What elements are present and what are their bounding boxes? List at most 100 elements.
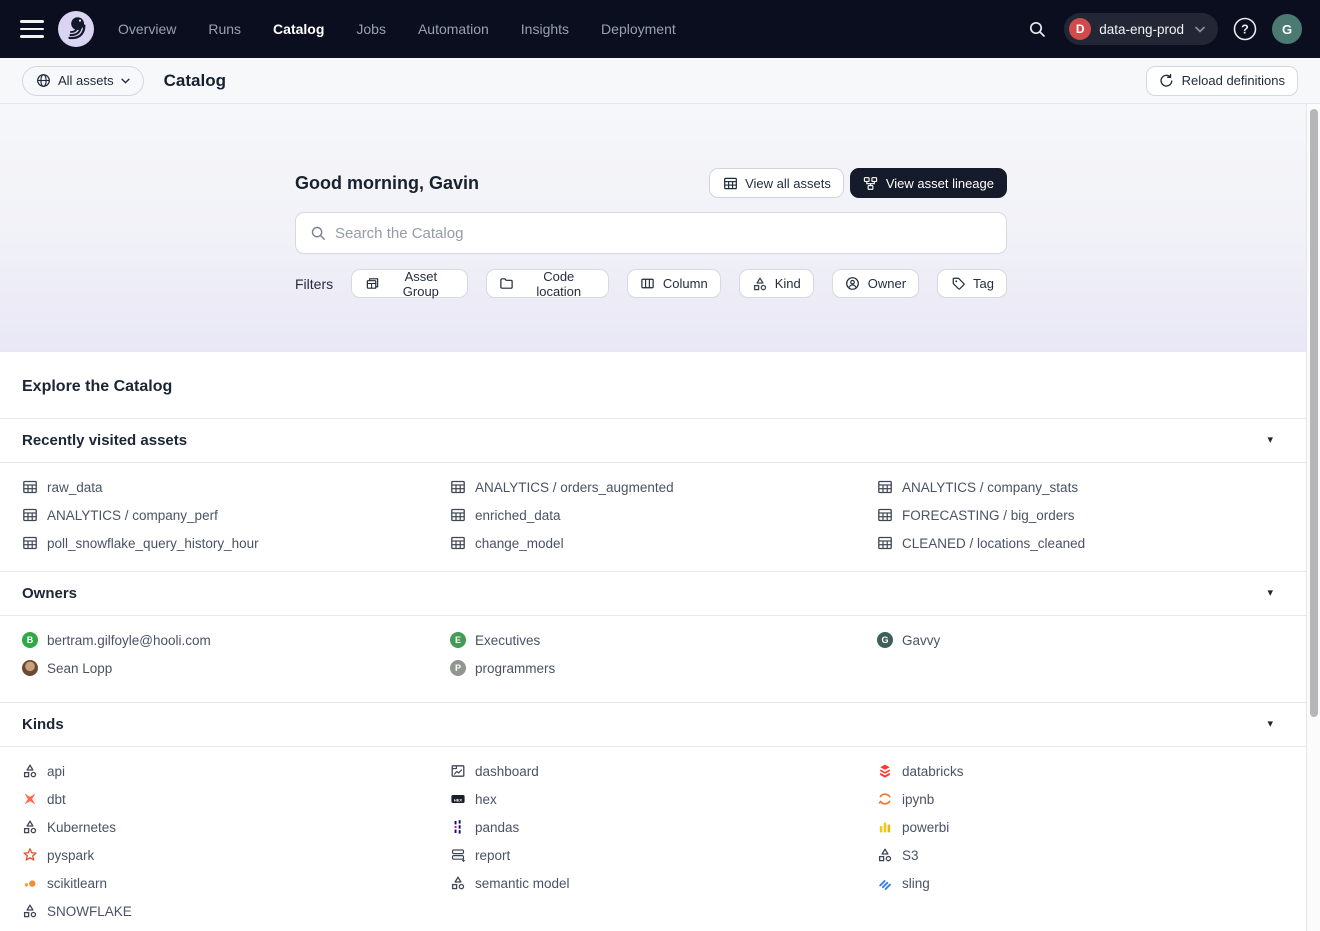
filter-owner[interactable]: Owner — [831, 269, 920, 298]
collapse-caret-icon[interactable]: ▾ — [1267, 434, 1273, 446]
chevron-down-icon — [1192, 21, 1208, 37]
hamburger-menu-icon[interactable] — [20, 20, 44, 38]
table-icon — [722, 175, 738, 191]
hex-icon: HEX — [450, 791, 466, 807]
shapes-icon — [22, 819, 38, 835]
nav-link-deployment[interactable]: Deployment — [601, 21, 676, 37]
lineage-icon — [863, 175, 879, 191]
section-title: Recently visited assets — [22, 432, 188, 449]
asset-link[interactable]: ANALYTICS / company_stats — [877, 473, 1307, 501]
ipynb-icon — [877, 791, 893, 807]
nav-right: D data-eng-prod ? G — [1022, 13, 1302, 45]
kind-link[interactable]: Kubernetes — [22, 813, 450, 841]
filter-pills: Asset Group Code location Column Kind Owner T… — [351, 269, 1007, 299]
user-avatar[interactable]: G — [1272, 14, 1302, 44]
kind-link[interactable]: dbt — [22, 785, 450, 813]
avatar: E — [450, 632, 466, 648]
kind-link[interactable]: HEX hex — [450, 785, 877, 813]
reload-definitions-button[interactable]: Reload definitions — [1145, 65, 1298, 96]
asset-link[interactable]: enriched_data — [450, 501, 877, 529]
grid-column: databricks ipynb powerbi S3 sling — [877, 757, 1307, 925]
nav-link-catalog[interactable]: Catalog — [273, 21, 325, 37]
kind-link[interactable]: pyspark — [22, 841, 450, 869]
owner-link[interactable]: G Gavvy — [877, 626, 1307, 654]
globe-icon — [35, 73, 51, 89]
filter-asset-group[interactable]: Asset Group — [351, 269, 468, 299]
asset-link[interactable]: CLEANED / locations_cleaned — [877, 529, 1307, 557]
page-scrollbar[interactable] — [1306, 104, 1320, 931]
asset-link[interactable]: poll_snowflake_query_history_hour — [22, 529, 450, 557]
section-title: Kinds — [22, 716, 64, 733]
owner-link[interactable]: E Executives — [450, 626, 877, 654]
search-icon[interactable] — [1022, 14, 1052, 44]
kind-link[interactable]: databricks — [877, 757, 1307, 785]
asset-link[interactable]: ANALYTICS / company_perf — [22, 501, 450, 529]
dagster-logo-icon[interactable] — [58, 11, 94, 47]
filter-column[interactable]: Column — [626, 269, 721, 298]
pandas-icon — [450, 819, 466, 835]
asset-link[interactable]: ANALYTICS / orders_augmented — [450, 473, 877, 501]
kind-link[interactable]: ipynb — [877, 785, 1307, 813]
section-title: Owners — [22, 585, 78, 602]
filters-label: Filters — [295, 275, 334, 292]
shapes-icon — [22, 763, 38, 779]
asset-link[interactable]: change_model — [450, 529, 877, 557]
kind-link[interactable]: dashboard — [450, 757, 877, 785]
kind-link[interactable]: semantic model — [450, 869, 877, 897]
kind-link[interactable]: sling — [877, 869, 1307, 897]
kind-link[interactable]: powerbi — [877, 813, 1307, 841]
grid-column: ANALYTICS / orders_augmented enriched_dat… — [450, 473, 877, 557]
section-kinds: Kinds ▾ api dbt Kubernetes pyspark scikitlea… — [0, 702, 1307, 931]
asset-link[interactable]: raw_data — [22, 473, 450, 501]
scrollbar-thumb[interactable] — [1309, 109, 1318, 717]
avatar: B — [22, 632, 38, 648]
section-header: Owners ▾ — [0, 571, 1307, 615]
kind-link[interactable]: report — [450, 841, 877, 869]
owner-link[interactable]: Sean Lopp — [22, 654, 450, 682]
view-all-assets-label: View all assets — [745, 175, 831, 191]
asset-scope-selector[interactable]: All assets — [22, 65, 144, 96]
reload-definitions-label: Reload definitions — [1181, 73, 1285, 88]
explore-heading: Explore the Catalog — [22, 378, 173, 395]
asset-link[interactable]: FORECASTING / big_orders — [877, 501, 1307, 529]
databricks-icon — [877, 763, 893, 779]
collapse-caret-icon[interactable]: ▾ — [1267, 587, 1273, 599]
shapes-icon — [877, 847, 893, 863]
kind-link[interactable]: scikitlearn — [22, 869, 450, 897]
chevron-down-icon — [121, 73, 131, 89]
sling-icon — [877, 875, 893, 891]
top-nav: Overview Runs Catalog Jobs Automation Insight… — [0, 0, 1320, 58]
kind-link[interactable]: S3 — [877, 841, 1307, 869]
asset-group-icon — [364, 276, 380, 292]
page-title: Catalog — [163, 70, 226, 90]
table-icon — [450, 479, 466, 495]
view-all-assets-button[interactable]: View all assets — [709, 168, 844, 198]
section-header: Kinds ▾ — [0, 702, 1307, 746]
kind-link[interactable]: SNOWFLAKE — [22, 897, 450, 925]
nav-link-automation[interactable]: Automation — [417, 21, 489, 37]
catalog-search-input[interactable] — [335, 224, 992, 242]
filter-tag[interactable]: Tag — [937, 269, 1007, 298]
table-icon — [877, 479, 893, 495]
collapse-caret-icon[interactable]: ▾ — [1267, 718, 1273, 730]
deployment-switcher[interactable]: D data-eng-prod — [1064, 13, 1218, 45]
filter-code-location[interactable]: Code location — [485, 269, 609, 299]
nav-link-insights[interactable]: Insights — [520, 21, 570, 37]
section-recently-visited: Recently visited assets ▾ raw_data ANALYT… — [0, 418, 1307, 571]
powerbi-icon — [877, 819, 893, 835]
help-icon[interactable]: ? — [1230, 14, 1260, 44]
nav-link-overview[interactable]: Overview — [118, 21, 177, 37]
filter-kind[interactable]: Kind — [738, 269, 814, 298]
kind-link[interactable]: pandas — [450, 813, 877, 841]
kind-link[interactable]: api — [22, 757, 450, 785]
nav-link-runs[interactable]: Runs — [208, 21, 242, 37]
view-asset-lineage-button[interactable]: View asset lineage — [849, 168, 1007, 198]
nav-link-jobs[interactable]: Jobs — [356, 21, 386, 37]
table-icon — [22, 479, 38, 495]
